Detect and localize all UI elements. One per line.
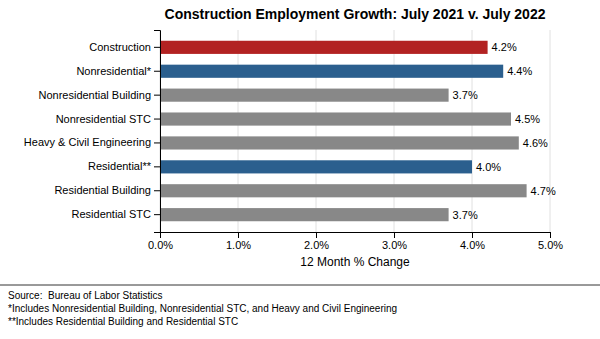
data-label: 4.6%	[523, 137, 548, 149]
y-tick-label: Heavy & Civil Engineering	[24, 136, 151, 148]
bar	[160, 208, 449, 221]
y-tick-label: Nonresidential Building	[38, 89, 151, 101]
y-tick-label: Construction	[89, 41, 151, 53]
x-tick-mark	[316, 232, 317, 238]
y-tick-mark	[154, 142, 160, 143]
footnote: **Includes Residential Building and Resi…	[8, 316, 238, 327]
grid-line	[550, 30, 551, 232]
bar	[160, 136, 519, 149]
x-tick: 0.0%	[148, 232, 173, 251]
y-tick: Heavy & Civil Engineering	[24, 136, 160, 148]
bar	[160, 89, 449, 102]
y-tick-label: Nonresidential STC	[56, 113, 151, 125]
x-tick: 4.0%	[460, 232, 485, 251]
x-tick-label: 0.0%	[148, 239, 173, 251]
grid-line	[238, 30, 239, 232]
x-tick-mark	[238, 232, 239, 238]
x-axis-line	[161, 233, 551, 239]
x-tick-mark	[394, 232, 395, 238]
x-axis: 0.0% 1.0% 2.0% 3.0% 4.0% 5.0%	[148, 232, 563, 251]
y-tick-label: Residential STC	[72, 208, 152, 220]
data-label: 4.0%	[476, 161, 501, 173]
y-tick: Nonresidential*	[76, 65, 160, 77]
y-tick-mark	[154, 166, 160, 167]
y-tick-mark	[154, 95, 160, 96]
x-tick: 1.0%	[226, 232, 251, 251]
y-tick: Residential**	[88, 160, 160, 172]
bar	[160, 184, 527, 197]
plot: 0.0%1.0%2.0%3.0%4.0%5.0%Residential STCR…	[24, 30, 563, 269]
x-tick-label: 4.0%	[460, 239, 485, 251]
y-tick-label: Nonresidential*	[76, 65, 151, 77]
y-tick: Residential Building	[54, 184, 160, 196]
y-tick-label: Residential Building	[54, 184, 151, 196]
y-axis: Residential STC Residential Building Resid…	[24, 31, 161, 233]
data-label: 4.4%	[507, 65, 532, 77]
data-label: 3.7%	[453, 89, 478, 101]
y-tick-mark	[154, 190, 160, 191]
x-tick: 3.0%	[382, 232, 407, 251]
footnote: Source: Bureau of Labor Statistics	[8, 290, 163, 301]
grid	[160, 30, 550, 232]
x-tick-label: 3.0%	[382, 239, 407, 251]
chart: 0.0%1.0%2.0%3.0%4.0%5.0%Residential STCR…	[0, 0, 600, 339]
x-tick-mark	[472, 232, 473, 238]
y-tick-mark	[154, 71, 160, 72]
grid-line	[472, 30, 473, 232]
bar	[160, 65, 503, 78]
title: Construction Employment Growth: July 202…	[165, 6, 546, 22]
footnote: *Includes Nonresidential Building, Nonre…	[8, 303, 397, 314]
y-tick-mark	[154, 214, 160, 215]
bar	[160, 112, 511, 125]
grid-line	[394, 30, 395, 232]
y-tick-mark	[154, 47, 160, 48]
y-tick: Nonresidential STC	[56, 113, 160, 125]
y-tick: Nonresidential Building	[38, 89, 160, 101]
x-tick-mark	[550, 232, 551, 238]
bars	[160, 41, 527, 221]
x-tick: 2.0%	[304, 232, 329, 251]
x-tick-label: 5.0%	[538, 239, 563, 251]
bar	[160, 41, 488, 54]
y-tick: Residential STC	[72, 208, 160, 220]
data-labels: 3.7% 4.7% 4.0% 4.6% 4.5% 3.7% 4.4% 4.2%	[453, 41, 556, 220]
x-tick-label: 1.0%	[226, 239, 251, 251]
y-axis-line	[154, 31, 161, 233]
data-label: 4.5%	[515, 113, 540, 125]
x-tick-label: 2.0%	[304, 239, 329, 251]
x-label: 12 Month % Change	[300, 255, 410, 269]
grid-line	[316, 30, 317, 232]
separator	[0, 285, 600, 286]
y-tick: Construction	[89, 41, 160, 53]
data-label: 4.2%	[492, 41, 517, 53]
y-tick-mark	[154, 119, 160, 120]
footnotes: Source: Bureau of Labor Statistics *Inclu…	[8, 290, 397, 327]
data-label: 3.7%	[453, 209, 478, 221]
x-tick: 5.0%	[538, 232, 563, 251]
bar	[160, 160, 472, 173]
data-label: 4.7%	[531, 185, 556, 197]
y-tick-label: Residential**	[88, 160, 152, 172]
